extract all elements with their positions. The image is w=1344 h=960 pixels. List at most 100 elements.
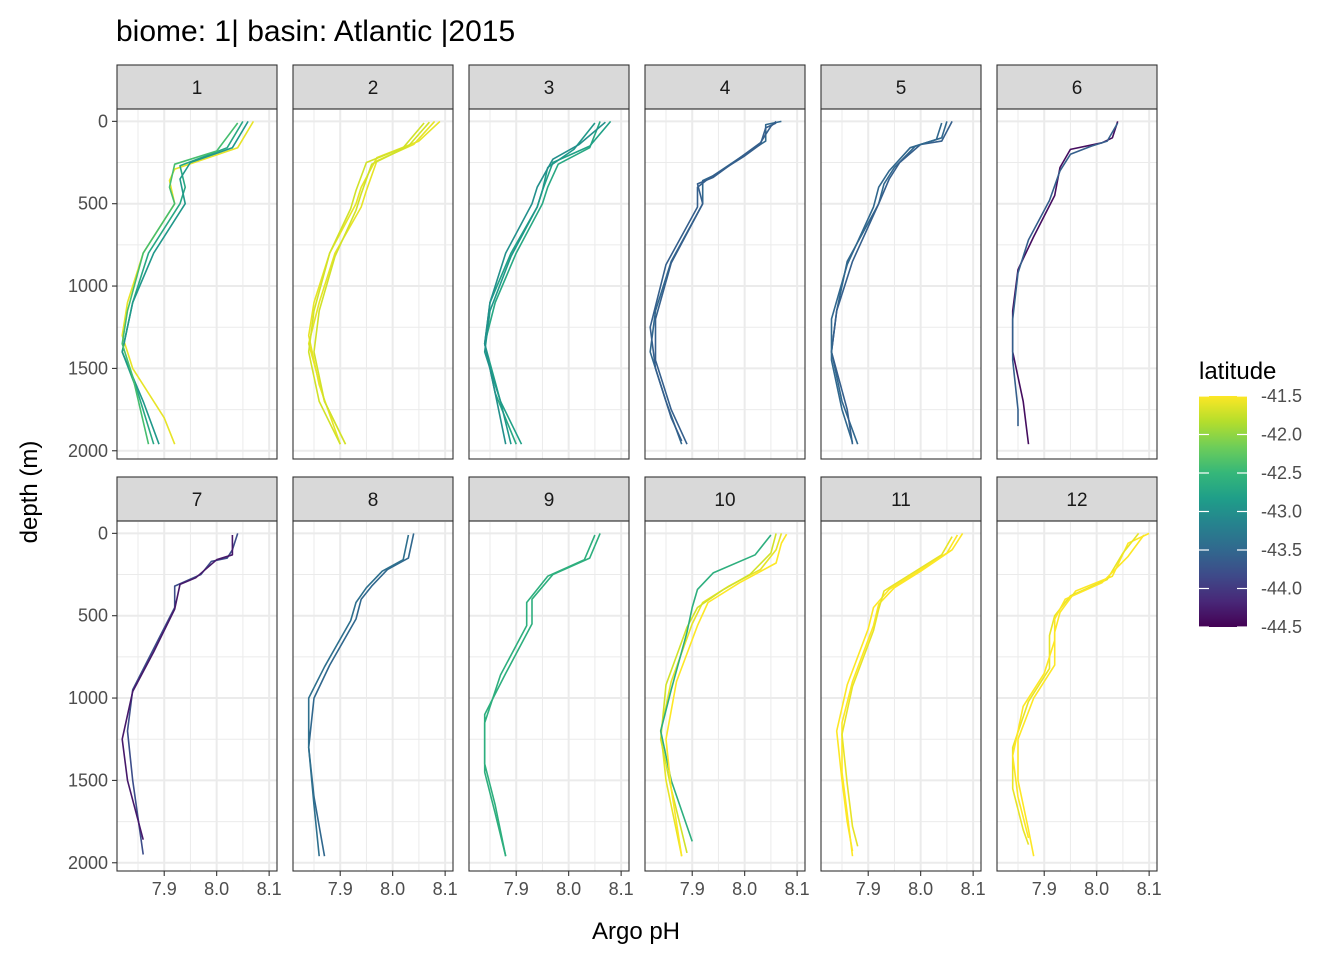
profile-line	[649, 120, 782, 445]
legend-tick-label: -44.5	[1261, 617, 1302, 637]
profile-line	[1011, 122, 1119, 427]
panel-border	[292, 520, 454, 872]
profile-line	[121, 535, 234, 840]
latitude-legend: latitude -41.5 -42.0 -42.5 -43.0 -43.5 -44.0 -…	[1199, 358, 1302, 637]
facet-strip	[116, 64, 278, 110]
x-tick-label: 8.0	[732, 879, 757, 899]
facet-panel-5: 5	[820, 64, 982, 460]
profile-line	[307, 534, 410, 857]
facet-strip-label: 8	[368, 490, 379, 511]
x-tick-label: 8.1	[257, 879, 282, 899]
profile-line	[830, 121, 953, 445]
x-tick-label: 8.0	[380, 879, 405, 899]
y-axis-title: depth (m)	[16, 441, 43, 544]
x-tick-label: 7.9	[152, 879, 177, 899]
profile-line	[841, 536, 953, 847]
profile-line	[841, 532, 964, 857]
profile-line	[1011, 121, 1119, 445]
profile-line	[659, 534, 772, 842]
facet-strip	[820, 476, 982, 522]
facet-strip	[820, 64, 982, 110]
facet-strip-label: 1	[192, 78, 203, 99]
profile-line	[313, 121, 431, 445]
profile-line	[830, 122, 943, 443]
panel-border	[644, 108, 806, 460]
panel-border	[468, 108, 630, 460]
x-tick-label: 7.9	[1032, 879, 1057, 899]
profile-line	[1011, 534, 1145, 839]
x-tick-label: 8.1	[1137, 879, 1162, 899]
y-tick-label: 500	[78, 194, 108, 214]
profile-line	[307, 533, 415, 857]
y-tick-label: 1000	[68, 276, 108, 296]
facet-panel-4: 4	[644, 64, 806, 460]
facet-strip-label: 11	[891, 490, 911, 511]
profile-line	[483, 121, 606, 445]
facet-strip	[996, 64, 1158, 110]
profile-line	[483, 534, 596, 857]
x-tick-label: 8.1	[433, 879, 458, 899]
legend-title: latitude	[1199, 358, 1276, 385]
legend-tick-label: -41.5	[1261, 386, 1302, 406]
facet-panel-12: 12 7.9 8.0 8.1	[996, 476, 1162, 899]
chart-title: biome: 1| basin: Atlantic |2015	[116, 15, 515, 48]
panel-border	[644, 520, 806, 872]
profile-line	[307, 122, 425, 445]
panel-border	[996, 520, 1158, 872]
facet-panel-9: 9 7.9 8.0 8.1	[468, 476, 634, 899]
y-tick-label: 1500	[68, 770, 108, 790]
profile-line	[649, 122, 777, 442]
profile-line	[659, 533, 783, 857]
y-tick-label: 1000	[68, 688, 108, 708]
profile-line	[126, 533, 239, 855]
x-tick-label: 8.1	[961, 879, 986, 899]
profile-line	[659, 533, 777, 854]
profile-line	[654, 120, 777, 445]
legend-tick-label: -42.0	[1261, 425, 1302, 445]
x-tick-label: 7.9	[328, 879, 353, 899]
panel-border	[116, 108, 278, 460]
facet-panel-1: 1 0 500 1000 1500 2000	[68, 64, 278, 461]
profile-line	[121, 122, 239, 445]
x-tick-label: 7.9	[504, 879, 529, 899]
x-tick-label: 8.0	[908, 879, 933, 899]
facet-strip	[468, 476, 630, 522]
legend-tick-label: -42.5	[1261, 463, 1302, 483]
profile-line	[1017, 532, 1150, 857]
facet-strip-label: 9	[544, 490, 555, 511]
facet-strip-label: 5	[896, 78, 907, 99]
x-tick-label: 7.9	[856, 879, 881, 899]
facet-strip-label: 2	[368, 78, 379, 99]
legend-tick-label: -43.5	[1261, 540, 1302, 560]
x-tick-label: 7.9	[680, 879, 705, 899]
facet-strip	[644, 476, 806, 522]
panel-border	[468, 520, 630, 872]
x-axis-title: Argo pH	[592, 918, 680, 945]
y-tick-label: 500	[78, 606, 108, 626]
facet-panel-8: 8 7.9 8.0 8.1	[292, 476, 458, 899]
profile-line	[483, 122, 596, 445]
facet-strip	[644, 64, 806, 110]
x-tick-label: 8.1	[785, 879, 810, 899]
profile-line	[835, 534, 959, 852]
facet-strip-label: 6	[1072, 78, 1083, 99]
panel-border	[996, 108, 1158, 460]
profile-line	[665, 533, 788, 857]
facet-panel-6: 6	[996, 64, 1158, 460]
facet-panel-2: 2	[292, 64, 454, 460]
y-tick-label: 0	[98, 523, 108, 543]
x-tick-label: 8.0	[1084, 879, 1109, 899]
profile-line	[1011, 532, 1140, 845]
facet-strip-label: 3	[544, 78, 555, 99]
facet-strip-label: 4	[720, 78, 731, 99]
panel-border	[820, 520, 982, 872]
y-tick-label: 2000	[68, 441, 108, 461]
legend-tick-label: -43.0	[1261, 502, 1302, 522]
profile-line	[121, 120, 249, 445]
facet-strip-label: 7	[192, 490, 203, 511]
x-tick-label: 8.0	[556, 879, 581, 899]
facet-panel-7: 7 0 500 1000 1500 2000 7.9 8.0 8.1	[68, 476, 282, 899]
facet-strip	[292, 64, 454, 110]
